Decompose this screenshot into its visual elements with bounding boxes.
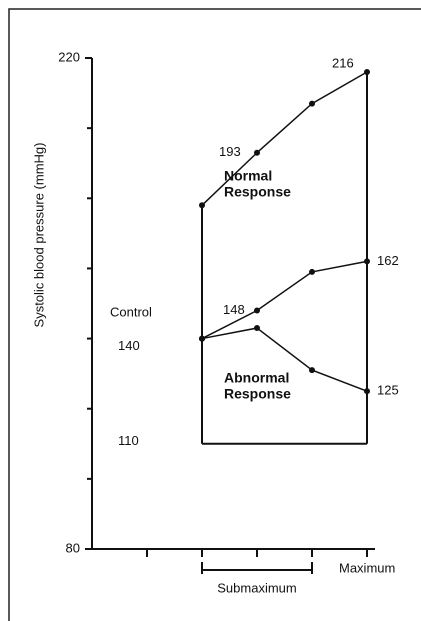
data-point (364, 258, 370, 265)
data-point (199, 335, 205, 342)
data-point (199, 202, 205, 209)
series-line (201, 71, 368, 206)
x-label: Maximum (339, 560, 395, 575)
annotation: Response (224, 184, 291, 200)
data-point (309, 268, 315, 275)
y-tick-label: 220 (58, 49, 80, 64)
annotation: Abnormal (224, 370, 289, 386)
data-point (364, 388, 370, 395)
bracket-label: 110 (118, 433, 139, 448)
annotation: Response (224, 386, 291, 402)
data-label: 125 (377, 383, 399, 398)
data-point (254, 325, 260, 332)
data-label: 193 (219, 144, 241, 159)
y-tick-label: 80 (66, 540, 80, 555)
y-axis-label: Systolic blood pressure (mmHg) (31, 143, 46, 328)
series-line (201, 327, 368, 392)
data-point (254, 149, 260, 156)
data-point (254, 307, 260, 314)
frame (8, 8, 421, 621)
data-point (309, 367, 315, 374)
data-label: 162 (377, 253, 399, 268)
x-label: Submaximum (217, 580, 296, 595)
series-line (201, 260, 368, 340)
data-label: 216 (332, 55, 354, 70)
data-point (364, 69, 370, 76)
annotation: Normal (224, 168, 272, 184)
annotation: Control (110, 304, 152, 319)
data-point (309, 100, 315, 107)
data-label: 148 (223, 302, 245, 317)
data-label: 140 (118, 338, 140, 353)
